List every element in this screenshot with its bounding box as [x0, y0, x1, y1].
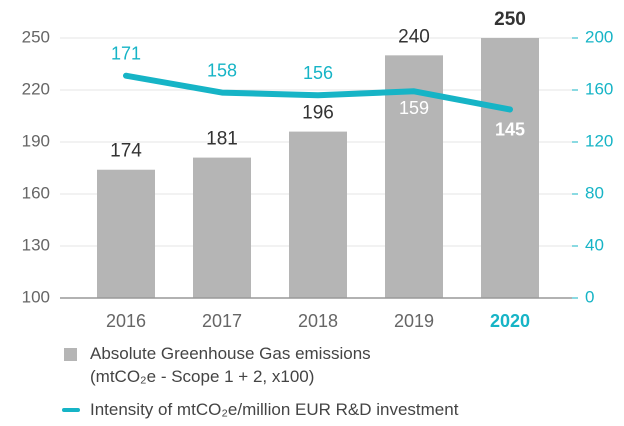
- y2-tick-label: 120: [585, 131, 613, 150]
- bar-value-label: 196: [302, 103, 334, 124]
- y2-tick-label: 40: [585, 235, 604, 254]
- line-value-label: 159: [399, 98, 429, 118]
- line-value-label: 156: [303, 63, 333, 83]
- bar: [193, 157, 251, 298]
- line: [123, 72, 513, 113]
- y-tick-label: 130: [22, 235, 50, 254]
- legend-label: Absolute Greenhouse Gas emissions (mtCO₂…: [90, 344, 371, 386]
- y-tick-label: 250: [22, 27, 50, 46]
- y-tick-label: 100: [22, 287, 50, 306]
- bar-value-label: 250: [494, 9, 526, 30]
- line-value-label: 145: [495, 119, 525, 139]
- y2-tick-label: 80: [585, 183, 604, 202]
- bar: [289, 131, 347, 298]
- legend-swatch-bar: [64, 348, 77, 361]
- line-value-label: 158: [207, 60, 237, 80]
- bar-value-label: 181: [206, 129, 238, 150]
- legend-label: Intensity of mtCO₂e/million EUR R&D inve…: [90, 400, 459, 419]
- x-tick-label: 2016: [106, 311, 146, 331]
- legend-swatch-line: [62, 408, 80, 412]
- y-tick-label: 160: [22, 183, 50, 202]
- y2-tick-label: 160: [585, 79, 613, 98]
- x-tick-label: 2017: [202, 311, 242, 331]
- bar: [97, 169, 155, 298]
- y2-tick-label: 200: [585, 27, 613, 46]
- bar-value-label: 240: [398, 26, 430, 47]
- y2-tick-label: 0: [585, 287, 594, 306]
- bar-value-label: 174: [110, 141, 142, 162]
- line-value-label: 171: [111, 43, 141, 63]
- y-tick-label: 190: [22, 131, 50, 150]
- bar: [481, 38, 539, 298]
- x-tick-label: 2018: [298, 311, 338, 331]
- x-tick-label: 2019: [394, 311, 434, 331]
- y-tick-label: 220: [22, 79, 50, 98]
- x-tick-label: 2020: [490, 311, 530, 331]
- chart: 100 130 160 190 220 250 0 40 80 120 160 200 174 2016 1…: [22, 9, 614, 331]
